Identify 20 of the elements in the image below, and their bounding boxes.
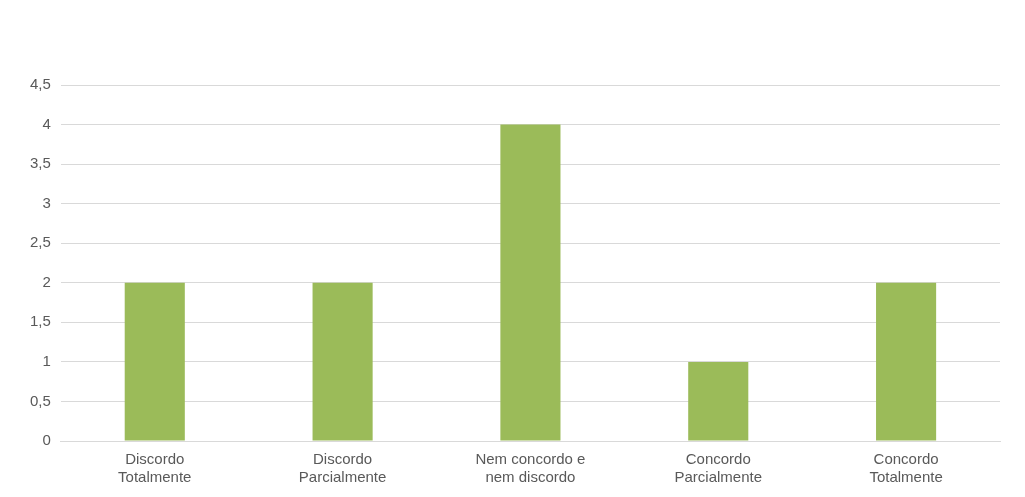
y-tick-label: 4,5 <box>29 75 51 93</box>
bar <box>688 361 749 441</box>
y-tick-label: 0 <box>42 431 51 449</box>
y-tick-label: 1,5 <box>29 312 51 330</box>
y-tick-label: 3 <box>42 193 51 211</box>
y-tick-label: 2,5 <box>29 233 51 251</box>
bar <box>124 282 185 441</box>
x-tick-label: Discordo Parcialmente <box>298 450 387 486</box>
x-tick-label: Discordo Totalmente <box>118 450 192 486</box>
x-tick-label: Concordo Parcialmente <box>674 450 763 486</box>
bar <box>500 124 561 441</box>
y-tick-label: 1 <box>42 352 51 370</box>
bar <box>876 282 937 441</box>
bar <box>312 282 373 441</box>
x-tick-label: Concordo Totalmente <box>869 450 943 486</box>
y-tick-label: 3,5 <box>29 154 51 172</box>
x-tick-label: Nem concordo e nem discordo <box>475 450 586 486</box>
y-tick-label: 2 <box>42 272 51 290</box>
y-tick-label: 4 <box>42 114 51 132</box>
y-tick-label: 0,5 <box>29 391 51 409</box>
